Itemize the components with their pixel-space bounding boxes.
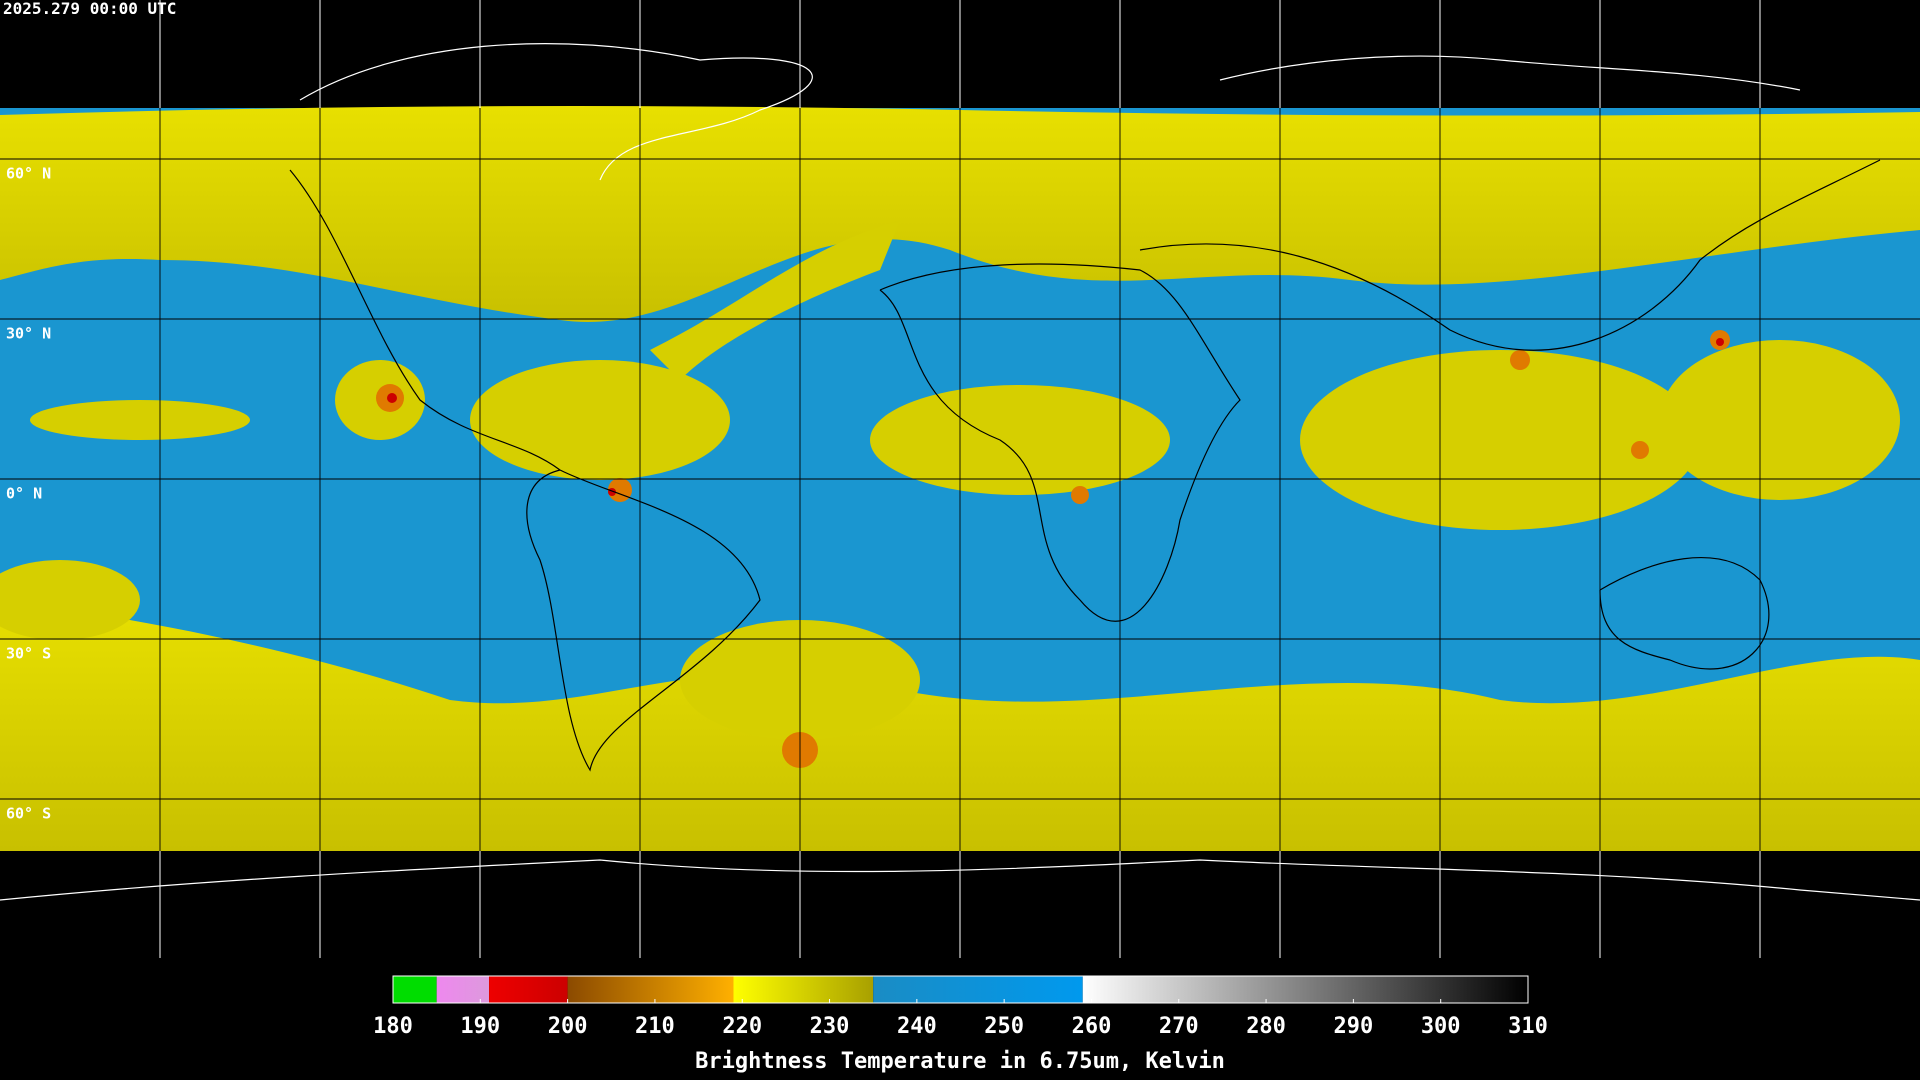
colorbar-tick-label: 220: [722, 1014, 762, 1039]
graticule: [0, 0, 1920, 958]
colorbar-segment: [436, 976, 490, 1003]
colorbar-tick-label: 270: [1159, 1014, 1199, 1039]
latitude-label: 60° N: [6, 165, 51, 183]
latitude-label: 30° N: [6, 325, 51, 343]
colorbar-tick-label: 240: [897, 1014, 937, 1039]
polar-coastlines: [0, 43, 1920, 901]
colorbar-tick-label: 190: [460, 1014, 500, 1039]
colorbar-segment: [567, 976, 734, 1003]
colorbar-tick-label: 290: [1334, 1014, 1374, 1039]
colorbar-tick-label: 260: [1072, 1014, 1112, 1039]
colorbar-tick-label: 180: [373, 1014, 413, 1039]
colorbar-segment: [1082, 976, 1528, 1003]
colorbar-tick-label: 280: [1246, 1014, 1286, 1039]
colorbar-segment: [393, 976, 437, 1003]
colorbar-tick-label: 310: [1508, 1014, 1548, 1039]
timestamp: 2025.279 00:00 UTC: [3, 0, 176, 18]
colorbar-tick-label: 300: [1421, 1014, 1461, 1039]
colorbar: 180 190 200 210 220 230 240 250 260 270 280 290 300 3…: [373, 975, 1548, 1039]
map: [0, 0, 1920, 958]
colorbar-tick-label: 230: [810, 1014, 850, 1039]
colorbar-tick-label: 250: [984, 1014, 1024, 1039]
coastlines: [289, 159, 1881, 772]
latitude-label: 30° S: [6, 645, 51, 663]
colorbar-segment: [489, 976, 568, 1003]
colorbar-segment: [873, 976, 1083, 1003]
latitude-labels: 60° N 30° N 0° N 30° S 60° S: [6, 165, 51, 823]
latitude-label: 0° N: [6, 485, 42, 503]
latitude-label: 60° S: [6, 805, 51, 823]
colorbar-tick-label: 200: [548, 1014, 588, 1039]
colorbar-title: Brightness Temperature in 6.75um, Kelvin: [695, 1049, 1225, 1074]
colorbar-tick-label: 210: [635, 1014, 675, 1039]
colorbar-segment: [733, 976, 874, 1003]
colorbar-frame: [392, 975, 1529, 1004]
